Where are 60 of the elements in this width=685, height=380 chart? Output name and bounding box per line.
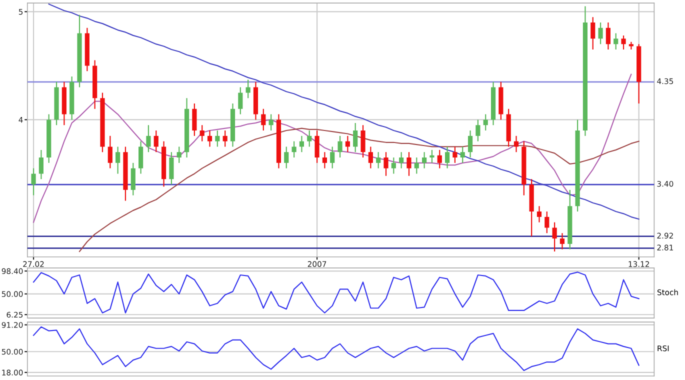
candlestick (38, 149, 44, 180)
candlestick (154, 130, 158, 153)
line-series (32, 272, 640, 314)
line-series (32, 326, 640, 372)
candlestick (598, 22, 603, 45)
candlestick (138, 140, 144, 174)
candlestick (307, 130, 312, 148)
candlestick (406, 152, 412, 176)
candlestick (322, 152, 327, 169)
candlestick (376, 152, 381, 169)
candlestick (614, 32, 618, 50)
candlestick (246, 79, 250, 99)
candlestick (200, 124, 204, 142)
line-series (32, 74, 632, 223)
candlestick (222, 130, 228, 148)
candlestick (130, 162, 136, 196)
candlestick (360, 124, 366, 158)
candlestick (437, 149, 442, 169)
candlestick (207, 130, 212, 148)
candlestick (590, 16, 596, 50)
candlestick (384, 152, 388, 176)
candlestick (268, 114, 274, 132)
candlestick (368, 146, 373, 169)
candlestick (606, 22, 610, 50)
candlestick (31, 168, 36, 196)
candlestick (514, 135, 519, 153)
candlestick (146, 124, 151, 153)
candlestick (422, 152, 427, 169)
candlestick (552, 222, 557, 252)
candlestick (330, 146, 335, 169)
candlestick (414, 156, 419, 174)
candlestick (292, 140, 296, 158)
candlestick (192, 102, 197, 136)
candlestick (391, 156, 396, 174)
candlestick (108, 135, 112, 169)
candlestick (314, 130, 320, 164)
candlestick (460, 146, 465, 164)
candlestick (169, 152, 174, 186)
candlestick (468, 130, 473, 158)
candlestick (338, 135, 342, 158)
candlestick (430, 149, 434, 164)
candlestick (238, 86, 243, 115)
candlestick (284, 146, 289, 169)
candlestick (544, 210, 550, 234)
candlestick (399, 152, 404, 169)
candlestick (261, 108, 266, 132)
candlestick (299, 135, 304, 153)
candlestick (345, 135, 350, 153)
candlestick (560, 232, 565, 250)
candlestick (621, 34, 626, 50)
line-series (78, 128, 640, 252)
candlestick (536, 206, 542, 223)
candlestick (476, 119, 480, 142)
candlestick (176, 146, 182, 164)
candlestick (452, 146, 458, 164)
candlestick (483, 114, 488, 132)
candlestick (215, 130, 220, 148)
candlestick (353, 122, 358, 153)
candlestick (444, 146, 450, 169)
candlestick (116, 146, 120, 174)
